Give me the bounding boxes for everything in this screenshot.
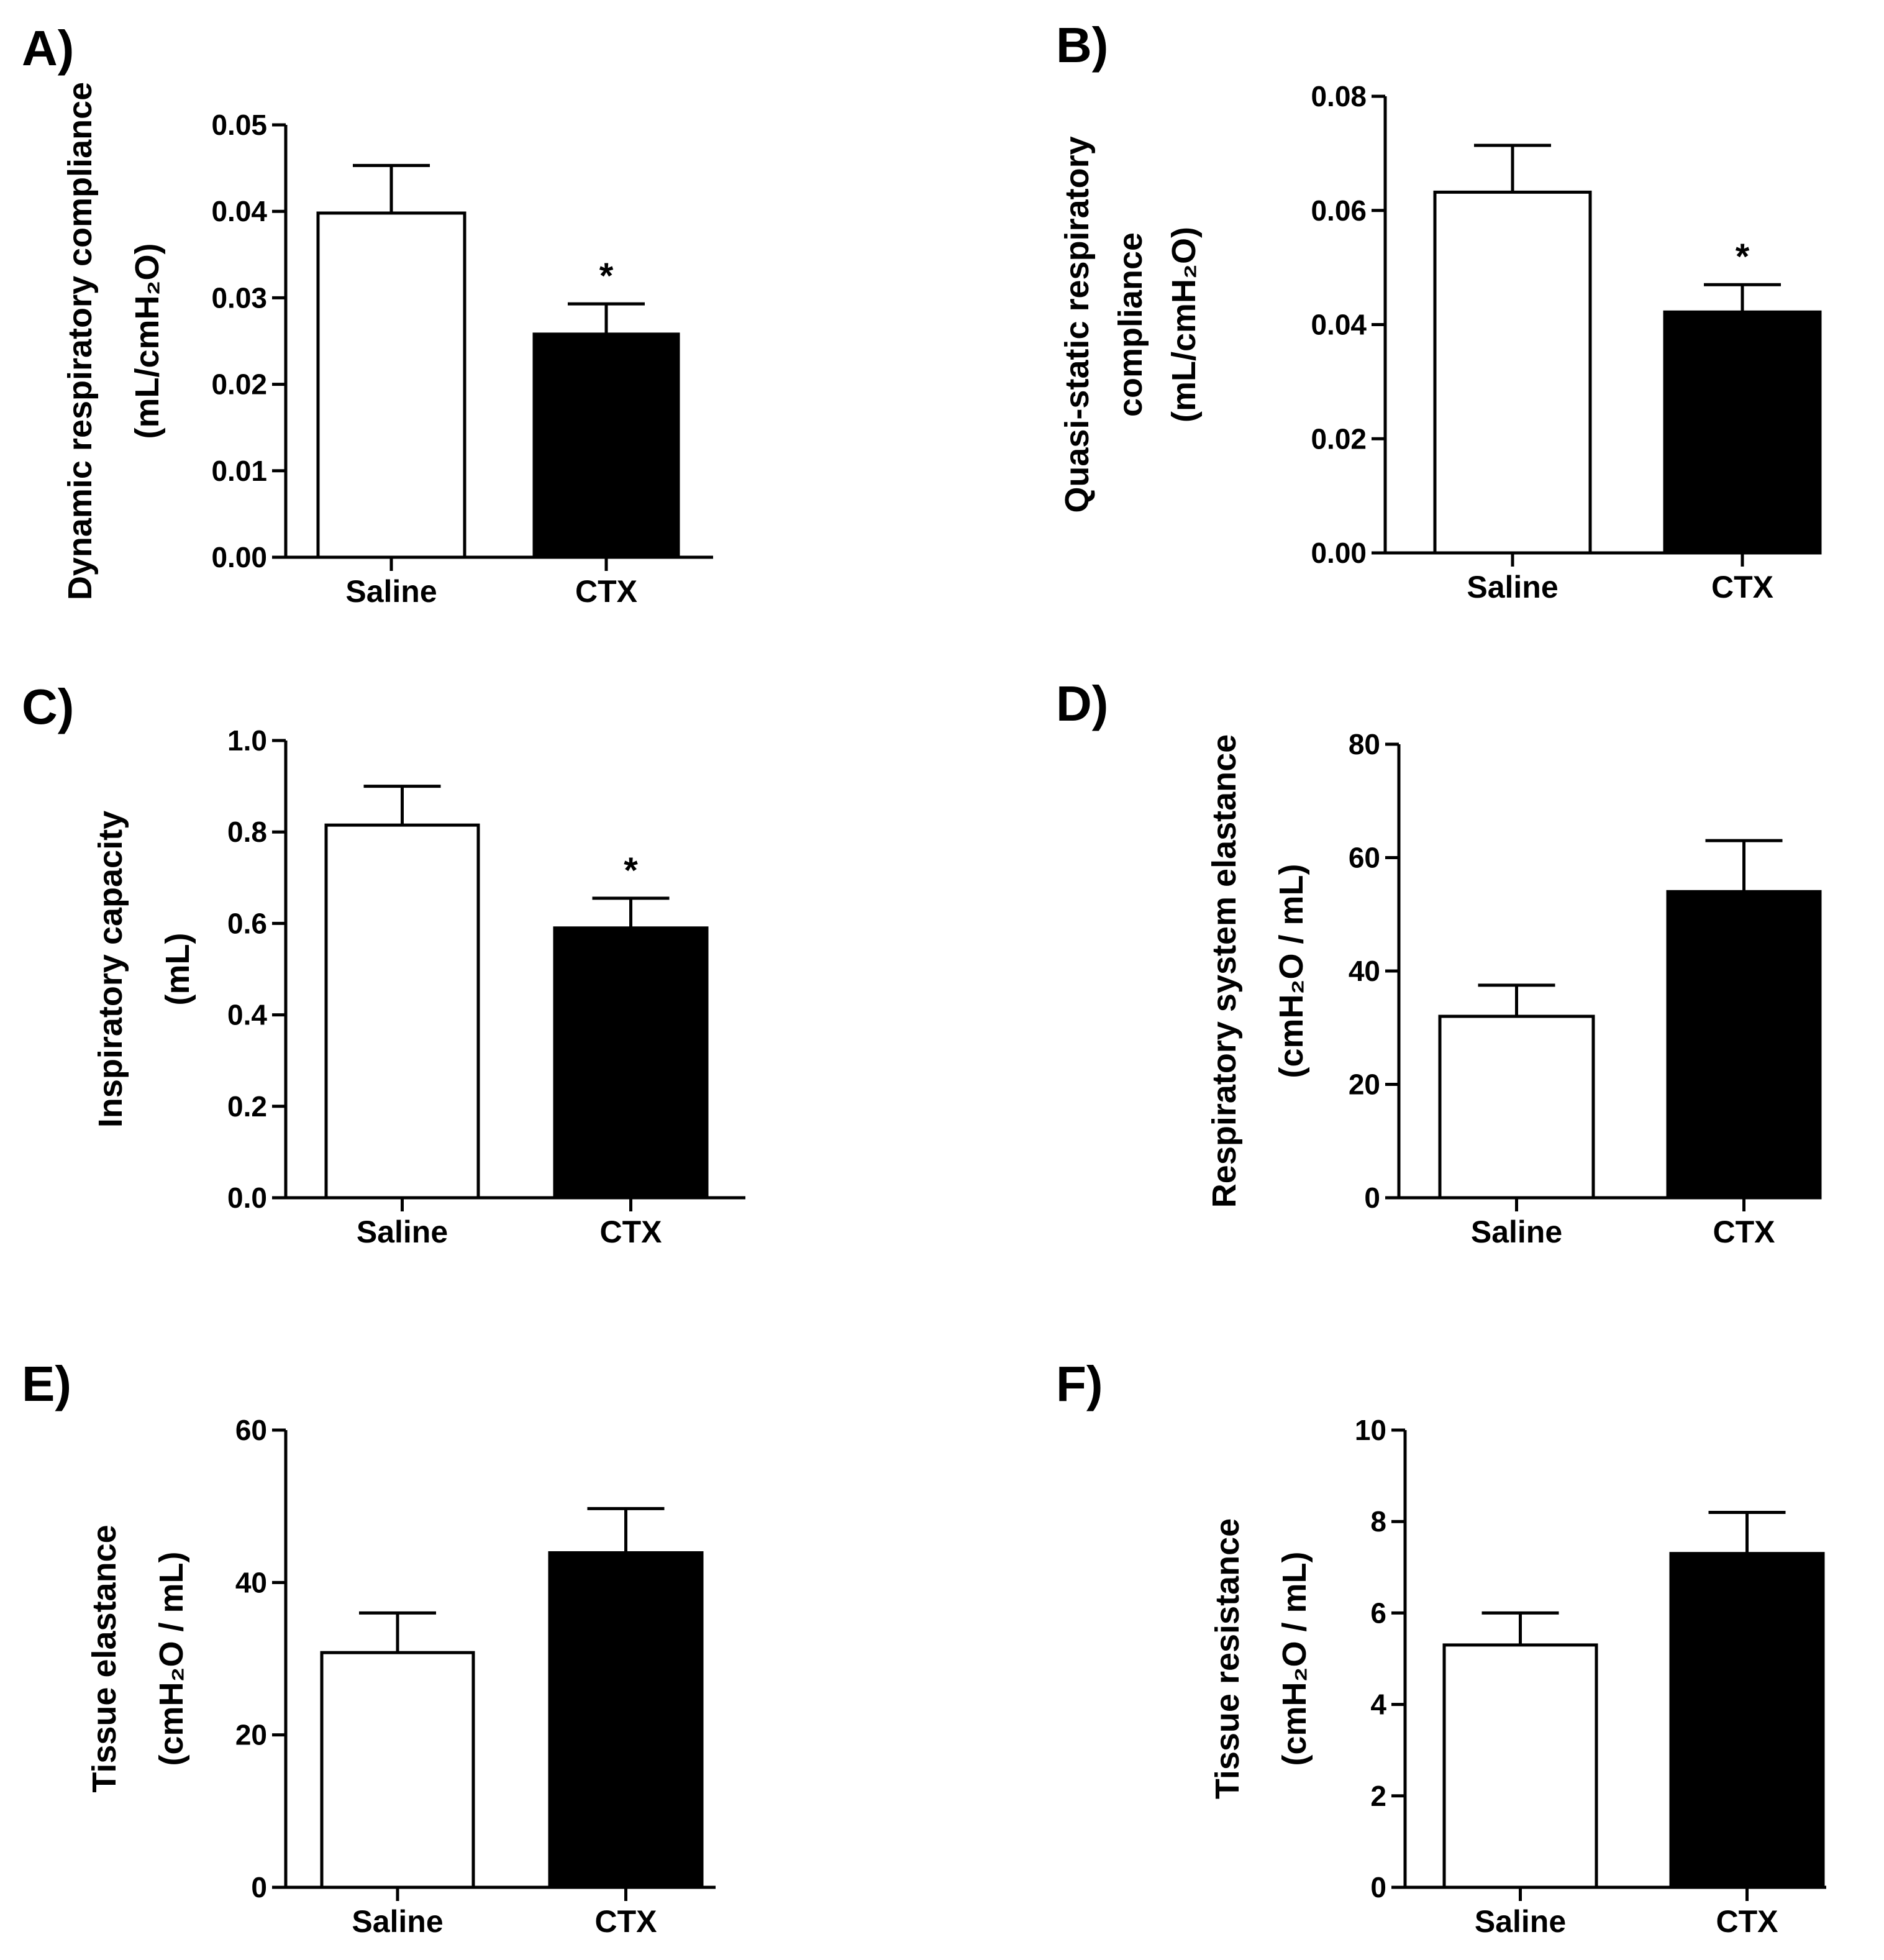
y-axis-label-line: compliance	[1112, 232, 1149, 417]
x-category-label: CTX	[1713, 1215, 1775, 1249]
x-category-label: CTX	[600, 1215, 662, 1249]
y-axis-label-line: Respiratory system elastance	[1206, 734, 1243, 1208]
x-category-label: CTX	[1716, 1904, 1778, 1939]
y-tick-label: 0.04	[1311, 309, 1367, 341]
bar-ctx	[548, 1551, 704, 1889]
y-axis-label-line: (mL/cmH₂O)	[1165, 227, 1203, 422]
chart-panel: F) Tissue resistance (cmH₂O / mL) 0 2 4 6 8 10 Sa…	[1056, 1356, 1826, 1939]
x-category-label: Saline	[1467, 570, 1558, 604]
y-tick-label: 20	[235, 1719, 267, 1751]
y-tick-label: 60	[1349, 842, 1380, 874]
bar-ctx	[532, 332, 680, 559]
bar-saline	[1442, 1643, 1598, 1889]
y-axis-label: Inspiratory capacity (mL)	[92, 811, 196, 1128]
bar-saline	[1438, 1014, 1595, 1200]
y-tick-label: 0	[251, 1871, 267, 1903]
y-axis-label-line: Tissue elastance	[86, 1525, 123, 1792]
y-tick-label: 1.0	[227, 724, 267, 757]
y-axis-label-line: Quasi-static respiratory	[1058, 136, 1096, 513]
panel-letter: C)	[22, 679, 74, 734]
y-tick-label: 2	[1370, 1780, 1386, 1812]
y-tick-label: 20	[1349, 1069, 1380, 1101]
x-category-label: Saline	[345, 574, 437, 609]
y-tick-label: 80	[1349, 728, 1380, 760]
bar-saline	[1433, 190, 1592, 555]
x-category-label: CTX	[595, 1904, 657, 1939]
y-tick-label: 0.01	[211, 455, 267, 487]
y-axis-label-line: Inspiratory capacity	[92, 811, 129, 1128]
y-tick-label: 0.8	[227, 816, 267, 848]
y-tick-label: 0.03	[211, 281, 267, 314]
bar-ctx	[553, 926, 709, 1200]
x-category-label: Saline	[352, 1904, 443, 1939]
y-axis-label-line: (mL)	[159, 933, 196, 1006]
y-tick-label: 8	[1370, 1505, 1386, 1538]
y-tick-label: 60	[235, 1414, 267, 1446]
y-tick-label: 0.08	[1311, 80, 1367, 112]
x-category-label: CTX	[1711, 570, 1773, 604]
chart-panel: A) Dynamic respiratory compliance (mL/cmH₂…	[22, 21, 713, 609]
y-tick-label: 6	[1370, 1597, 1386, 1629]
y-tick-label: 4	[1370, 1689, 1386, 1721]
y-axis-label-line: (cmH₂O / mL)	[1273, 864, 1310, 1078]
y-tick-label: 0.2	[227, 1090, 267, 1123]
chart-panel: B) Quasi-static respiratory compliance (mL/…	[1056, 17, 1822, 604]
y-axis-label: Dynamic respiratory compliance (mL/cmH₂O)	[61, 82, 166, 600]
y-tick-label: 40	[235, 1566, 267, 1598]
chart-panel: C) Inspiratory capacity (mL) 0.0 0.2 0.4 0.6 0.…	[22, 679, 745, 1249]
x-category-label: CTX	[575, 574, 637, 609]
bar-saline	[320, 1651, 475, 1889]
y-tick-label: 40	[1349, 955, 1380, 987]
y-axis-label: Respiratory system elastance (cmH₂O / mL)	[1206, 734, 1310, 1208]
panel-letter: B)	[1056, 17, 1108, 73]
y-axis-label: Quasi-static respiratory compliance (mL/cm…	[1058, 136, 1203, 513]
x-category-label: Saline	[1471, 1215, 1562, 1249]
panel-letter: F)	[1056, 1356, 1103, 1411]
x-category-label: Saline	[1475, 1904, 1566, 1939]
y-tick-label: 0.4	[227, 999, 267, 1031]
chart-panel: D) Respiratory system elastance (cmH₂O / m…	[1056, 676, 1822, 1249]
y-tick-label: 0.04	[211, 195, 267, 227]
y-tick-label: 0.00	[1311, 537, 1367, 569]
panel-letter: E)	[22, 1356, 71, 1411]
y-tick-label: 0.6	[227, 907, 267, 939]
y-axis-label-line: (cmH₂O / mL)	[153, 1551, 190, 1766]
y-tick-label: 0.02	[211, 368, 267, 401]
y-axis-label: Tissue elastance (cmH₂O / mL)	[86, 1525, 190, 1792]
y-tick-label: 0.02	[1311, 422, 1367, 455]
panel-letter: A)	[22, 21, 74, 76]
y-axis-label-line: (cmH₂O / mL)	[1276, 1551, 1313, 1766]
significance-mark: *	[599, 256, 614, 296]
y-axis-label-line: (mL/cmH₂O)	[129, 243, 166, 439]
bar-ctx	[1669, 1552, 1825, 1889]
y-tick-label: 0.05	[211, 109, 267, 141]
bar-ctx	[1663, 310, 1822, 555]
bar-saline	[316, 211, 466, 559]
chart-panel: E) Tissue elastance (cmH₂O / mL) 0 20 40 60 Sal…	[22, 1356, 716, 1939]
significance-mark: *	[624, 850, 638, 891]
significance-mark: *	[1736, 237, 1750, 277]
y-axis-label-line: Tissue resistance	[1209, 1518, 1246, 1799]
bar-saline	[324, 823, 480, 1200]
y-tick-label: 10	[1355, 1414, 1386, 1446]
y-tick-label: 0.0	[227, 1182, 267, 1214]
y-tick-label: 0	[1364, 1182, 1380, 1214]
x-category-label: Saline	[357, 1215, 448, 1249]
y-axis-label: Tissue resistance (cmH₂O / mL)	[1209, 1518, 1313, 1799]
y-tick-label: 0.00	[211, 541, 267, 573]
bar-ctx	[1666, 890, 1822, 1200]
y-tick-label: 0.06	[1311, 194, 1367, 227]
y-axis-label-line: Dynamic respiratory compliance	[61, 82, 99, 600]
panel-letter: D)	[1056, 676, 1108, 731]
y-tick-label: 0	[1370, 1871, 1386, 1903]
